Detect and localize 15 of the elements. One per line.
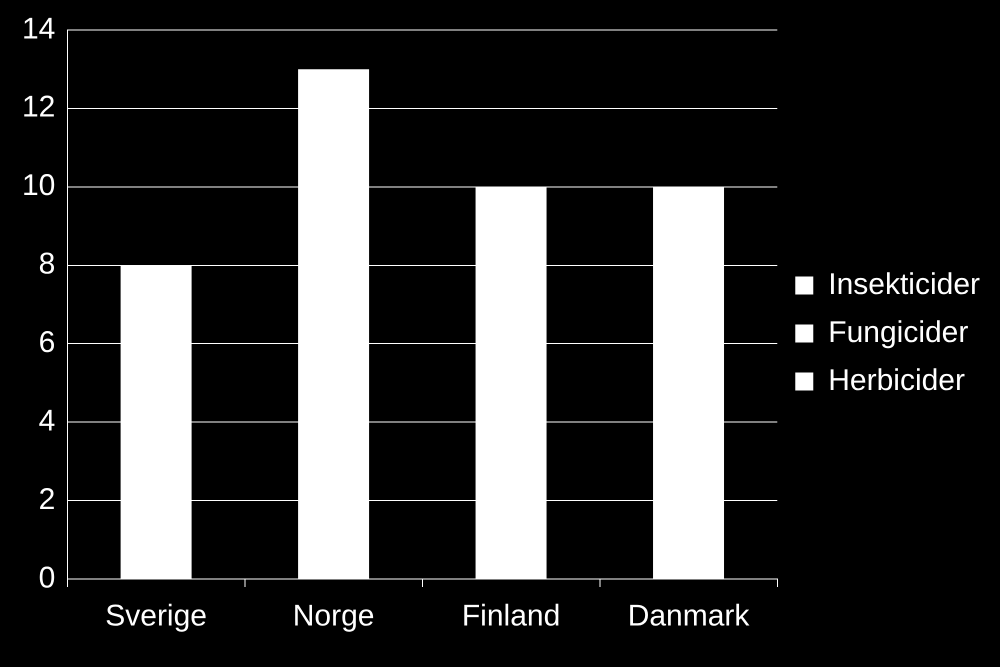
legend-label: Fungicider [828,316,968,349]
x-tick-label: Finland [462,599,560,632]
y-tick-label: 8 [38,248,56,281]
y-tick-label: 10 [22,169,56,202]
y-tick-label: 2 [38,482,56,516]
y-tick-label: 0 [38,561,56,594]
x-tick-label: Danmark [628,599,750,632]
y-tick-label: 6 [38,326,56,359]
y-tick-label: 4 [38,404,56,438]
x-tick-label: Norge [292,599,374,632]
legend-label: Insekticider [828,268,980,301]
x-tick-label: Sverige [105,599,207,632]
y-tick-label: 14 [22,12,56,46]
y-tick-label: 12 [22,90,56,124]
legend-label: Herbicider [828,364,965,397]
